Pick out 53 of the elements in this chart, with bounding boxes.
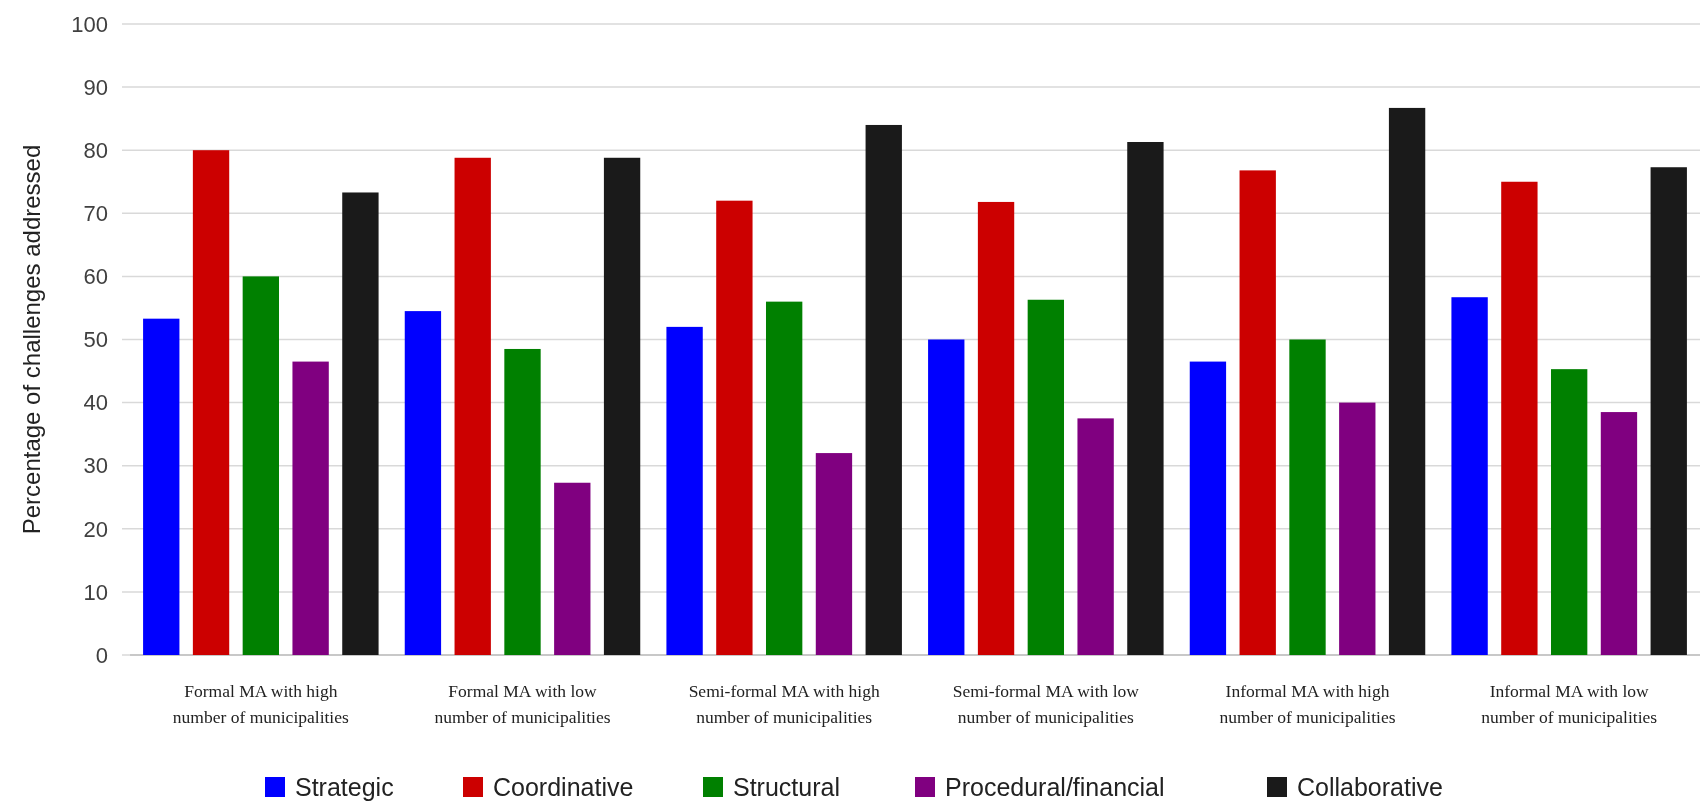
bar (603, 157, 641, 655)
bar (666, 326, 703, 655)
y-tick-label: 0 (95, 642, 108, 668)
legend-label: Structural (733, 772, 840, 801)
bar (865, 124, 902, 655)
bar (1550, 369, 1588, 655)
bar (143, 318, 180, 655)
bar (292, 361, 329, 655)
bar (716, 200, 753, 655)
bar (977, 201, 1015, 655)
bar (1289, 339, 1326, 655)
y-tick-label: 90 (83, 74, 108, 100)
x-tick-label: Formal MA with low number of municipalities (434, 681, 611, 727)
x-tick-label: Formal MA with high number of municipalities (172, 681, 349, 727)
y-tick-label: 10 (83, 579, 108, 605)
y-tick-label: 80 (83, 137, 108, 163)
bar (242, 276, 280, 655)
bar (342, 192, 379, 655)
y-tick-label: 60 (83, 264, 108, 290)
y-tick-label: 30 (83, 453, 108, 479)
bar (1239, 170, 1276, 655)
bar (1501, 181, 1538, 655)
bar (504, 348, 541, 655)
bar (1388, 107, 1426, 655)
bar (1339, 402, 1376, 655)
y-tick-label: 20 (83, 516, 108, 542)
bar (554, 482, 591, 655)
bar (815, 453, 853, 655)
bar (1650, 167, 1687, 655)
y-tick-label: 100 (71, 11, 108, 37)
legend-label: Coordinative (493, 772, 634, 801)
x-tick-label: Semi-formal MA with low number of municipalities (952, 681, 1140, 727)
bar (192, 150, 230, 655)
x-tick-label: Semi-formal MA with high number of municipalities (688, 681, 880, 727)
legend-label: Procedural/financial (945, 772, 1165, 801)
y-tick-label: 50 (83, 327, 108, 353)
legend-label: Collaborative (1297, 772, 1443, 801)
y-tick-label: 40 (83, 390, 108, 416)
bar (1077, 418, 1114, 655)
x-tick-label: Informal MA with low number of municipalities (1481, 681, 1658, 727)
y-axis-title: Percentage of challenges addressed (18, 144, 45, 535)
bar (1600, 412, 1638, 655)
bar (1189, 361, 1227, 655)
x-tick-label: Informal MA with high number of municipalities (1219, 681, 1396, 727)
bar (1027, 299, 1065, 655)
legend-label: Strategic (295, 772, 394, 801)
bar (1127, 142, 1164, 655)
bar (1451, 297, 1488, 655)
bar (928, 339, 965, 655)
bar (404, 311, 442, 655)
bar (765, 301, 803, 655)
y-tick-label: 70 (83, 201, 108, 226)
bar (454, 157, 491, 655)
